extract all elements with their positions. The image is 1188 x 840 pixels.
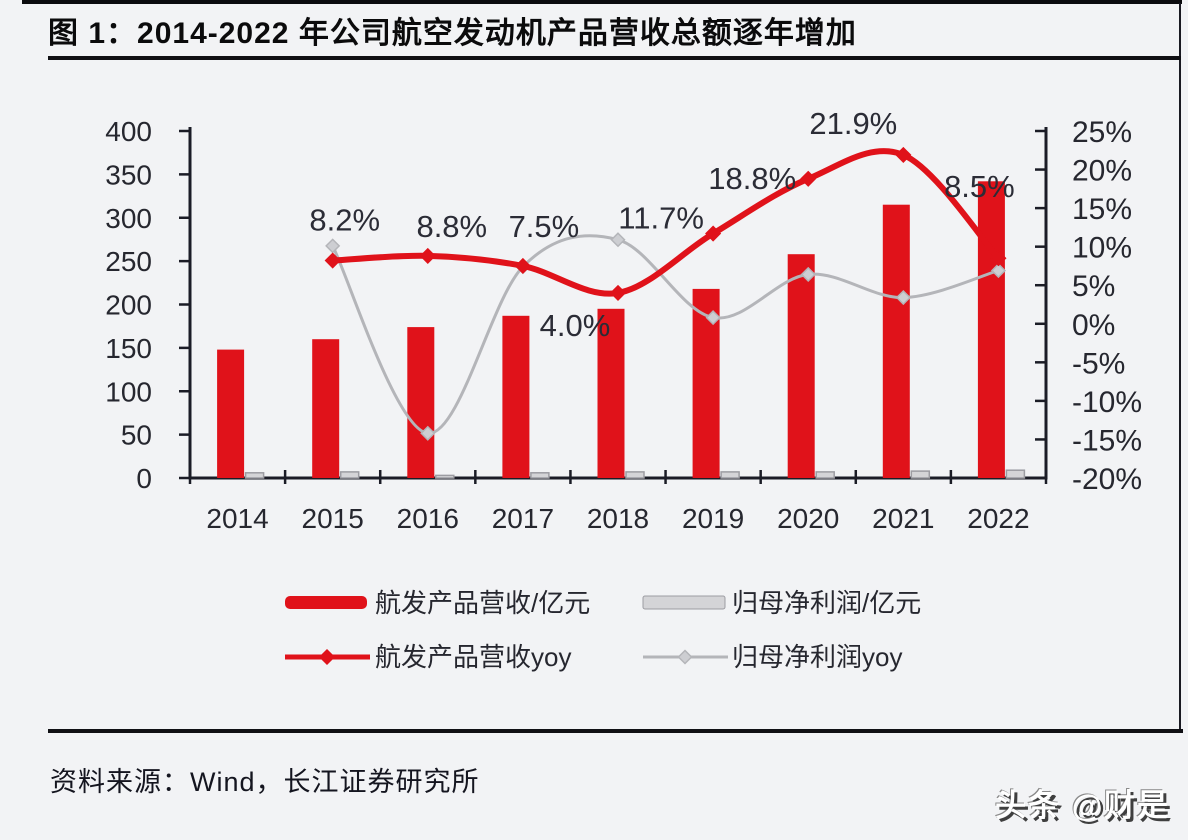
diamond-marker [990, 250, 1007, 267]
category-label: 2018 [587, 503, 649, 534]
bar [815, 471, 835, 479]
diamond-marker [610, 232, 626, 248]
right-border-line [1179, 3, 1181, 732]
diamond-marker [705, 310, 721, 326]
diamond-marker [705, 225, 722, 242]
left-tick-label: 0 [136, 463, 152, 494]
figure-title: 图 1：2014-2022 年公司航空发动机产品营收总额逐年增加 [48, 17, 857, 50]
left-tick-label: 150 [105, 333, 152, 364]
left-tick-label: 100 [105, 376, 152, 407]
right-tick-label: -20% [1072, 463, 1142, 496]
x-axis-labels: 2014 2015 2016 2017 2018 2019 2020 2021 2022 [206, 503, 1029, 534]
diamond-marker [800, 170, 817, 187]
right-tick-label: 20% [1072, 155, 1132, 188]
bar [625, 471, 645, 479]
category-label: 2019 [682, 503, 744, 534]
yoy-data-label: 11.7% [618, 201, 704, 236]
left-tick-label: 300 [105, 203, 152, 234]
right-tick-label: 10% [1072, 232, 1132, 265]
diamond-marker [419, 247, 436, 264]
watermark-text: 头条 @财是 [995, 788, 1170, 823]
bar [910, 470, 931, 479]
bar [244, 472, 265, 479]
right-tick-label: 25% [1072, 116, 1132, 149]
diamond-marker [420, 425, 436, 441]
profit-bar-swatch [642, 595, 726, 610]
right-tick-label: -15% [1072, 424, 1142, 457]
legend-item: 航发产品营收/亿元 [285, 588, 590, 618]
diamond-marker [325, 238, 341, 254]
left-tick-label: 50 [121, 420, 152, 451]
diamond-marker [324, 252, 341, 269]
left-tick-label: 400 [105, 116, 152, 147]
legend-label: 归母净利润yoy [732, 642, 902, 672]
diamond-marker [895, 289, 911, 306]
diamond-marker [800, 266, 816, 282]
category-label: 2021 [872, 503, 934, 534]
revenue-yoy-line [324, 146, 1007, 301]
category-label: 2015 [302, 503, 364, 534]
bar [977, 181, 1005, 479]
category-label: 2022 [967, 503, 1029, 534]
yoy-data-label: 21.9% [809, 106, 897, 141]
category-label: 2020 [777, 503, 839, 534]
legend-item: 航发产品营收yoy [285, 642, 571, 672]
diamond-marker [609, 284, 627, 301]
right-tick-label: 0% [1072, 309, 1115, 342]
diamond-marker [318, 648, 336, 666]
category-label: 2016 [397, 503, 459, 534]
left-axis-ticks: 0 50 100 150 200 250 300 350 400 [105, 116, 190, 494]
top-border-line [22, 0, 1182, 4]
diamond-marker [677, 649, 693, 665]
left-tick-label: 200 [105, 290, 152, 321]
yoy-data-label: 8.2% [309, 203, 380, 238]
yoy-data-label: 18.8% [708, 161, 796, 196]
legend-item: 归母净利润yoy [643, 642, 902, 672]
bar [339, 471, 360, 479]
bar [720, 471, 740, 479]
legend-item: 归母净利润/亿元 [642, 588, 921, 618]
right-tick-label: -10% [1072, 386, 1142, 419]
right-tick-label: 5% [1072, 270, 1115, 303]
bar [882, 204, 910, 478]
bar [312, 339, 340, 478]
bar [435, 474, 455, 479]
title-divider-line [48, 56, 1181, 60]
legend-label: 航发产品营收/亿元 [375, 588, 590, 618]
revenue-bar-swatch [285, 596, 367, 609]
net-profit-bars [244, 469, 1026, 479]
yoy-data-labels: 8.2% 8.8% 7.5% 4.0% 11.7%18.8% 21.9% 8.5% [309, 106, 1014, 343]
revenue-bars [217, 181, 1005, 479]
yoy-data-label: 4.0% [540, 308, 611, 343]
x-axis-ticks [188, 470, 1048, 484]
legend-label: 归母净利润/亿元 [732, 588, 921, 618]
yoy-data-label: 8.5% [944, 169, 1015, 204]
left-tick-label: 350 [105, 159, 152, 190]
right-tick-label: -5% [1072, 347, 1125, 380]
bar [407, 327, 435, 478]
category-label: 2014 [206, 503, 268, 534]
right-axis-ticks: -20% -15% -10% -5% 0% 5% 10% 15% 20% 25% [1035, 116, 1142, 496]
source-note: 资料来源：Wind，长江证券研究所 [50, 767, 480, 797]
bar [597, 308, 625, 478]
bar [530, 472, 550, 479]
yoy-data-label: 8.8% [416, 209, 487, 244]
bar [217, 349, 245, 478]
bar [502, 315, 530, 478]
bar [787, 254, 815, 478]
diamond-marker [990, 263, 1007, 279]
right-tick-label: 15% [1072, 193, 1132, 226]
diamond-marker [514, 257, 531, 275]
bar [1005, 469, 1026, 479]
category-label: 2017 [492, 503, 554, 534]
left-tick-label: 250 [105, 246, 152, 277]
yoy-data-label: 7.5% [509, 209, 580, 244]
diamond-marker [895, 146, 912, 163]
legend-label: 航发产品营收yoy [375, 642, 571, 672]
footer-divider-line [48, 729, 1183, 733]
